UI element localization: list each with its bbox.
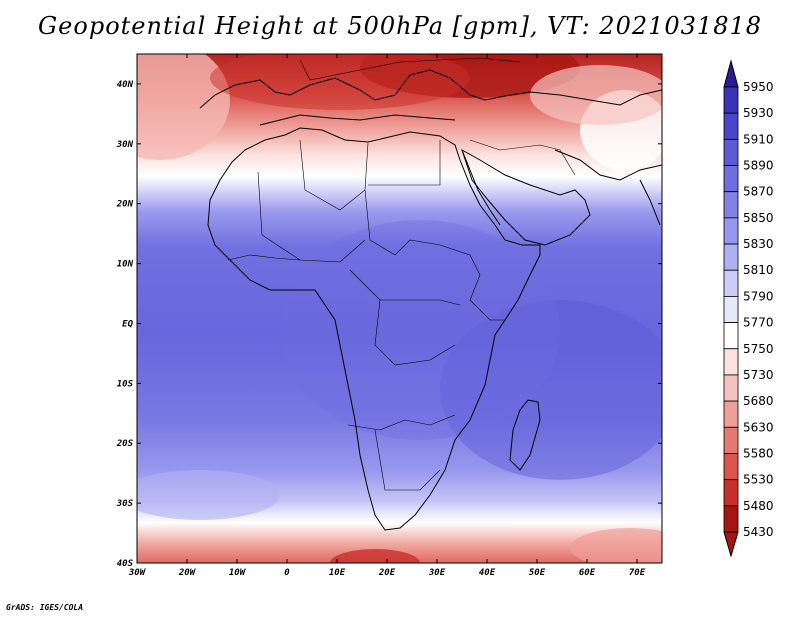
lon-tick-label: 10E [329, 568, 346, 578]
colorbar-level-label: 5870 [743, 185, 774, 199]
colorbar-level-label: 5530 [743, 473, 774, 487]
colorbar-swatch [723, 426, 739, 454]
colorbar: 5950 5930 5910 5890 5870 5850 5830 5810 5790 5770… [723, 59, 774, 558]
border-europe [299, 57, 521, 81]
colorbar-swatch [723, 86, 739, 114]
colorbar-swatch [723, 191, 739, 219]
lat-tick-label: 30S [116, 499, 134, 509]
border-sahel [364, 189, 481, 276]
colorbar-swatch [723, 217, 739, 245]
colorbar-level-label: 5890 [743, 159, 774, 173]
lat-tick-label: 40N [117, 80, 134, 90]
colorbar-swatch [723, 112, 739, 140]
country-borders [227, 57, 576, 491]
colorbar-swatch [723, 269, 739, 297]
height-field [137, 54, 662, 563]
colorbar-swatch [723, 322, 739, 350]
colorbar-level-label: 5830 [743, 237, 774, 251]
colorbar-swatch [723, 348, 739, 376]
longitude-ticks: 30W 20W 10W 0 10E 20E 30E 40E 50E 60E 70E [128, 54, 646, 578]
lat-tick-label: EQ [122, 319, 133, 329]
northeast-light-pink [530, 65, 662, 125]
lat-tick-label: 10S [117, 379, 134, 389]
lon-tick-label: 40E [479, 568, 496, 578]
colorbar-swatch [723, 243, 739, 271]
map-frame [136, 53, 663, 564]
colorbar-level-label: 5480 [743, 499, 774, 513]
lat-tick-label: 30N [116, 140, 134, 150]
lon-tick-label: 70E [629, 568, 646, 578]
grads-credit: GrADS: IGES/COLA [6, 603, 84, 612]
colorbar-top-arrow [723, 59, 739, 88]
lon-tick-label: 10W [229, 568, 247, 578]
lon-tick-label: 50E [529, 568, 546, 578]
colorbar-swatch [723, 479, 739, 507]
mediterranean-south [259, 114, 456, 126]
border-sahara-2 [299, 139, 369, 211]
colorbar-level-label: 5930 [743, 106, 774, 120]
colorbar-level-label: 5910 [743, 132, 774, 146]
south-low-dark [330, 549, 420, 563]
latitude-ticks: 40N 30N 20N 10N EQ 10S 20S 30S 40S [116, 80, 662, 569]
high-core-east [440, 300, 662, 480]
colorbar-bottom-arrow [723, 531, 739, 558]
colorbar-swatch [723, 296, 739, 323]
colorbar-level-label: 5770 [743, 316, 774, 330]
lat-tick-label: 20S [116, 439, 134, 449]
southwest-light-band [137, 470, 280, 520]
colorbar-swatch [723, 400, 739, 428]
persian-gulf-iran [554, 149, 662, 181]
colorbar-level-label: 5630 [743, 420, 774, 434]
border-west-africa [227, 254, 301, 261]
colorbar-level-label: 5950 [743, 80, 774, 94]
high-core-central [280, 220, 560, 440]
lon-tick-label: 20W [178, 568, 197, 578]
iberia-europe-coast [199, 69, 662, 109]
lat-tick-label: 10N [117, 260, 134, 270]
lon-tick-label: 30E [428, 568, 446, 578]
colorbar-level-label: 5580 [743, 446, 774, 460]
trough-west-pink [137, 54, 230, 160]
africa-coastline [207, 127, 541, 531]
border-central-2 [374, 299, 456, 366]
southeast-pink [570, 528, 662, 563]
colorbar-swatch [723, 374, 739, 402]
colorbar-level-label: 5810 [743, 263, 774, 277]
border-central-1 [349, 269, 461, 306]
colorbar-level-label: 5680 [743, 394, 774, 408]
border-south-2 [374, 429, 441, 491]
madagascar [509, 399, 541, 471]
colorbar-swatch [723, 165, 739, 193]
lat-tick-label: 40S [117, 559, 134, 569]
red-sea-east-coast [461, 149, 501, 226]
lat-tick-label: 20N [116, 200, 134, 210]
colorbar-level-label: 5790 [743, 289, 774, 303]
india-west-coast [639, 179, 661, 226]
border-middle-east [469, 139, 576, 176]
arabian-peninsula [461, 148, 591, 246]
lon-tick-label: 60E [579, 568, 596, 578]
lon-tick-label: 0 [284, 568, 290, 578]
lon-tick-label: 30W [128, 568, 147, 578]
map-title: Geopotential Height at 500hPa [gpm], VT:… [38, 12, 762, 40]
colorbar-level-label: 5730 [743, 368, 774, 382]
coastlines-and-borders [199, 69, 662, 531]
border-south-1 [347, 414, 456, 431]
colorbar-swatch [723, 138, 739, 166]
border-east [469, 274, 505, 321]
colorbar-swatch [723, 453, 739, 481]
colorbar-level-label: 5750 [743, 342, 774, 356]
ridge-north-mid [210, 54, 470, 110]
colorbar-swatch [723, 505, 739, 533]
border-sahara-3 [368, 140, 441, 186]
colorbar-level-label: 5430 [743, 525, 774, 539]
lon-tick-label: 20E [378, 568, 396, 578]
colorbar-level-label: 5850 [743, 211, 774, 225]
